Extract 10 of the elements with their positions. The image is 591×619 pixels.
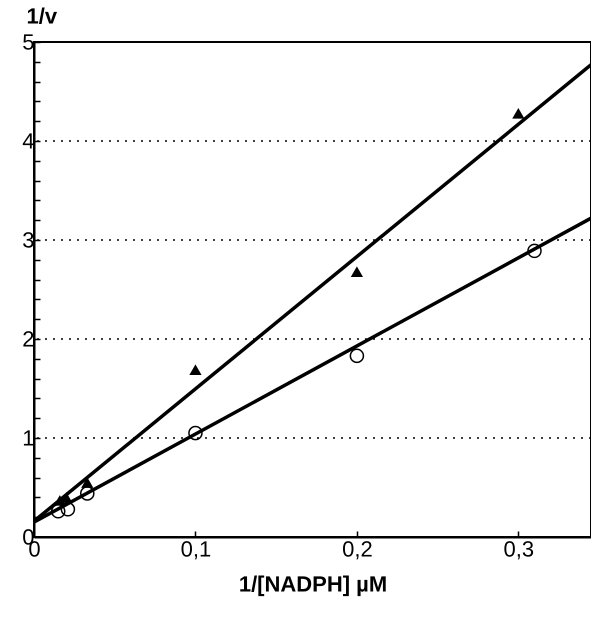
x-tick-label: 0,3	[504, 536, 534, 562]
y-tick-label: 5	[22, 30, 34, 54]
x-tick-label: 0,2	[342, 536, 373, 562]
y-tick-label: 4	[22, 128, 34, 154]
x-axis-title: 1/[NADPH] µM	[238, 572, 388, 596]
x-tick-label: 0,1	[180, 536, 212, 562]
y-axis-title: 1/v	[26, 4, 58, 28]
y-tick-label: 1	[22, 426, 34, 450]
y-tick-label: 3	[22, 228, 34, 252]
y-tick-label: 2	[22, 326, 34, 352]
